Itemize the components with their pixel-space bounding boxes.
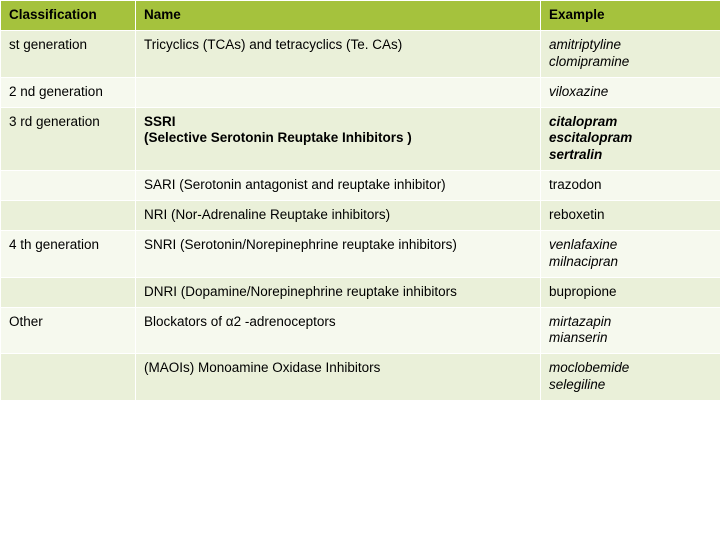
antidepressant-classification-table: Classification Name Example st generatio… — [0, 0, 720, 401]
name-text: SSRI(Selective Serotonin Reuptake Inhibi… — [144, 114, 412, 146]
classification-text: 2 nd generation — [9, 84, 103, 99]
example-text: bupropione — [549, 284, 617, 299]
cell-example: moclobemideselegiline — [541, 354, 720, 401]
col-header-example: Example — [541, 1, 720, 31]
cell-classification — [1, 354, 136, 401]
col-header-name: Name — [136, 1, 541, 31]
example-text: amitriptylineclomipramine — [549, 37, 629, 69]
example-text: venlafaxinemilnacipran — [549, 237, 618, 269]
example-text: trazodon — [549, 177, 602, 192]
cell-example: reboxetin — [541, 201, 720, 231]
table-row: 3 rd generation SSRI(Selective Serotonin … — [1, 107, 720, 171]
cell-classification: st generation — [1, 30, 136, 77]
example-text: viloxazine — [549, 84, 608, 99]
table-row: SARI (Serotonin antagonist and reuptake … — [1, 171, 720, 201]
cell-classification: 2 nd generation — [1, 77, 136, 107]
name-text: SNRI (Serotonin/Norepinephrine reuptake … — [144, 237, 457, 252]
cell-example: bupropione — [541, 277, 720, 307]
table-row: st generation Tricyclics (TCAs) and tetra… — [1, 30, 720, 77]
cell-name: SSRI(Selective Serotonin Reuptake Inhibi… — [136, 107, 541, 171]
name-text: Tricyclics (TCAs) and tetracyclics (Te. … — [144, 37, 402, 52]
cell-name: SARI (Serotonin antagonist and reuptake … — [136, 171, 541, 201]
cell-classification — [1, 277, 136, 307]
classification-text: 3 rd generation — [9, 114, 100, 129]
table-row: 2 nd generation viloxazine — [1, 77, 720, 107]
example-text: mirtazapinmianserin — [549, 314, 611, 346]
cell-example: citalopramescitalopramsertralin — [541, 107, 720, 171]
example-text: reboxetin — [549, 207, 605, 222]
cell-name: Tricyclics (TCAs) and tetracyclics (Te. … — [136, 30, 541, 77]
name-text: (MAOIs) Monoamine Oxidase Inhibitors — [144, 360, 380, 375]
cell-classification: 4 th generation — [1, 230, 136, 277]
cell-name: SNRI (Serotonin/Norepinephrine reuptake … — [136, 230, 541, 277]
table-row: 4 th generation SNRI (Serotonin/Norepinep… — [1, 230, 720, 277]
cell-example: venlafaxinemilnacipran — [541, 230, 720, 277]
name-text: Blockators of α2 -adrenoceptors — [144, 314, 336, 329]
cell-classification — [1, 201, 136, 231]
col-header-classification: Classification — [1, 1, 136, 31]
cell-classification: 3 rd generation — [1, 107, 136, 171]
cell-name: Blockators of α2 -adrenoceptors — [136, 307, 541, 354]
cell-example: viloxazine — [541, 77, 720, 107]
classification-text: Other — [9, 314, 43, 329]
table-row: DNRI (Dopamine/Norepinephrine reuptake i… — [1, 277, 720, 307]
example-text: moclobemideselegiline — [549, 360, 629, 392]
table-row: Other Blockators of α2 -adrenoceptors mirt… — [1, 307, 720, 354]
name-text: DNRI (Dopamine/Norepinephrine reuptake i… — [144, 284, 457, 299]
table-body: st generation Tricyclics (TCAs) and tetra… — [1, 30, 720, 400]
table-row: (MAOIs) Monoamine Oxidase Inhibitors mocl… — [1, 354, 720, 401]
classification-text: 4 th generation — [9, 237, 99, 252]
cell-name: DNRI (Dopamine/Norepinephrine reuptake i… — [136, 277, 541, 307]
classification-text: st generation — [9, 37, 87, 52]
table-header-row: Classification Name Example — [1, 1, 720, 31]
cell-name: (MAOIs) Monoamine Oxidase Inhibitors — [136, 354, 541, 401]
cell-classification — [1, 171, 136, 201]
cell-example: mirtazapinmianserin — [541, 307, 720, 354]
name-text: NRI (Nor-Adrenaline Reuptake inhibitors) — [144, 207, 390, 222]
cell-name — [136, 77, 541, 107]
cell-name: NRI (Nor-Adrenaline Reuptake inhibitors) — [136, 201, 541, 231]
cell-example: trazodon — [541, 171, 720, 201]
table-row: NRI (Nor-Adrenaline Reuptake inhibitors)… — [1, 201, 720, 231]
example-text: citalopramescitalopramsertralin — [549, 114, 632, 163]
cell-example: amitriptylineclomipramine — [541, 30, 720, 77]
cell-classification: Other — [1, 307, 136, 354]
name-text: SARI (Serotonin antagonist and reuptake … — [144, 177, 446, 192]
